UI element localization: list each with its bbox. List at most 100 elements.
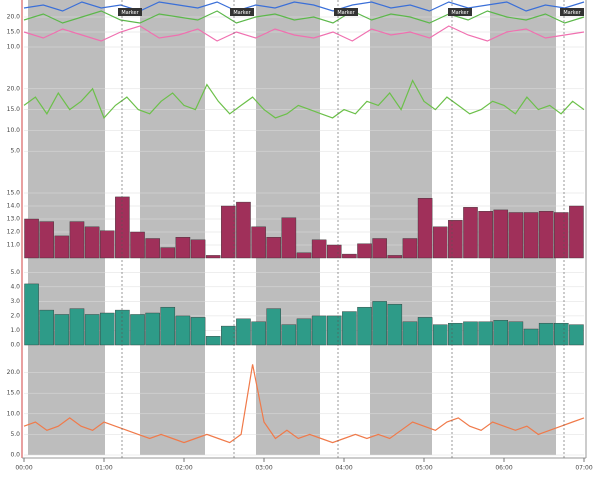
y-tick-label: 13.0 [7, 216, 21, 223]
bar [130, 314, 145, 346]
bar [417, 317, 433, 346]
bar [236, 201, 251, 259]
bar [99, 230, 115, 259]
band [140, 0, 205, 455]
y-tick-label: 4.0 [10, 283, 20, 290]
y-tick-label: 15.0 [7, 390, 21, 397]
bar [448, 322, 463, 346]
bar [493, 209, 509, 259]
bar [221, 325, 236, 346]
line [23, 25, 585, 42]
bar [39, 309, 54, 346]
bar [554, 322, 569, 346]
bar [508, 212, 524, 259]
bar [523, 212, 539, 259]
bar [402, 321, 418, 346]
bar [463, 321, 478, 346]
bar [145, 312, 160, 346]
bar [463, 207, 478, 259]
bar [54, 235, 70, 259]
bar [281, 324, 297, 346]
bar [387, 304, 403, 346]
line [23, 10, 585, 24]
y-tick-label: 1.0 [10, 327, 20, 334]
bar [160, 306, 176, 346]
bar [39, 221, 54, 259]
bar [115, 309, 130, 346]
marker-box [334, 8, 358, 16]
bar [478, 321, 493, 346]
y-tick-label: 5.0 [10, 148, 20, 155]
bar [554, 212, 569, 259]
y-tick-label: 0.0 [10, 452, 20, 459]
x-tick-label: 04:00 [335, 465, 352, 472]
bar [357, 243, 372, 259]
bar [145, 238, 160, 259]
bar [99, 312, 115, 346]
y-tick-label: 12.0 [7, 229, 21, 236]
bar [569, 324, 584, 346]
bar [478, 210, 493, 259]
bar [357, 306, 372, 346]
x-tick-label: 00:00 [15, 465, 32, 472]
y-tick-label: 10.0 [7, 127, 21, 134]
y-tick-label: 3.0 [10, 298, 20, 305]
marker-label: Marker [451, 10, 469, 16]
y-tick-label: 10.0 [7, 410, 21, 417]
bar [175, 236, 191, 259]
bar [372, 301, 387, 346]
bar [432, 324, 448, 346]
marker-box [560, 8, 584, 16]
bar [266, 308, 281, 346]
bar [342, 253, 357, 259]
bar [130, 231, 145, 259]
bar [236, 318, 251, 346]
bar [327, 244, 342, 259]
bar [372, 238, 387, 259]
y-tick-label: 10.0 [7, 44, 21, 51]
bar [205, 336, 221, 346]
bar [205, 255, 221, 259]
x-tick-label: 05:00 [415, 465, 432, 472]
bar [115, 196, 130, 259]
bar [84, 314, 100, 346]
y-tick-label: 20.0 [7, 14, 21, 21]
marker-label: Marker [233, 10, 251, 16]
bar [402, 238, 418, 259]
y-tick-label: 15.0 [7, 106, 21, 113]
bar [84, 226, 100, 259]
bar [417, 197, 433, 259]
bar [24, 218, 39, 259]
bar [311, 239, 327, 259]
bar [69, 308, 85, 346]
y-tick-label: 2.0 [10, 312, 20, 319]
bar [221, 205, 236, 259]
x-tick-label: 07:00 [575, 465, 592, 472]
bar [190, 317, 206, 346]
bar [569, 205, 584, 259]
line [23, 79, 585, 120]
bar [190, 239, 206, 259]
bar [508, 321, 524, 346]
bar [387, 255, 403, 259]
bar [296, 318, 312, 346]
bar [160, 247, 176, 259]
line [23, 364, 585, 444]
line [23, 1, 585, 12]
marker-box [118, 8, 142, 16]
bar [24, 283, 39, 346]
x-tick-label: 02:00 [175, 465, 192, 472]
y-tick-label: 20.0 [7, 85, 21, 92]
y-tick-label: 15.0 [7, 29, 21, 36]
bar [296, 252, 312, 259]
bar [538, 210, 554, 259]
marker-label: Marker [337, 10, 355, 16]
bar [251, 321, 266, 346]
y-tick-label: 5.0 [10, 269, 20, 276]
bar [266, 236, 281, 259]
x-tick-label: 06:00 [495, 465, 512, 472]
bar [523, 328, 539, 346]
y-tick-label: 14.0 [7, 203, 21, 210]
y-tick-label: 20.0 [7, 369, 21, 376]
